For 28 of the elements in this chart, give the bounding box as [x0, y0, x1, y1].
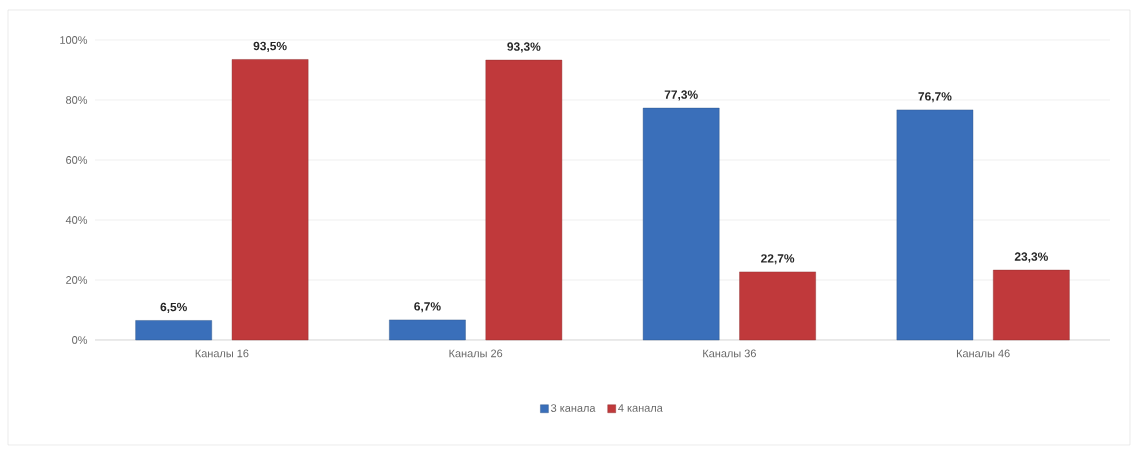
y-tick-label: 0% [72, 336, 88, 344]
y-tick-label: 80% [66, 96, 88, 104]
data-label: 93,5% [253, 41, 287, 52]
y-tick-label: 20% [66, 276, 88, 284]
bar [993, 269, 1070, 341]
y-tick-label: 100% [60, 36, 88, 44]
y-tick-label: 60% [66, 156, 88, 164]
x-tick-label: Каналы 16 [195, 349, 249, 358]
data-label: 93,3% [507, 42, 541, 53]
bar [642, 107, 720, 341]
bar [739, 271, 816, 341]
bar [389, 319, 466, 341]
legend-label: 3 канала [551, 404, 596, 412]
bar [485, 59, 563, 341]
y-tick-label: 40% [65, 216, 88, 224]
bar [896, 109, 974, 341]
bar [135, 320, 212, 341]
data-label: 23,3% [1014, 252, 1048, 263]
data-label: 6,7% [414, 302, 441, 313]
data-label: 6,5% [160, 302, 187, 313]
data-label: 76,7% [918, 92, 952, 103]
x-tick-label: Каналы 46 [956, 349, 1010, 358]
data-label: 22,7% [761, 254, 795, 265]
legend-label: 4 канала [618, 404, 663, 412]
bar [231, 59, 309, 341]
x-tick-label: Каналы 26 [449, 349, 503, 358]
data-label: 77,3% [664, 90, 698, 101]
x-tick-label: Каналы 36 [703, 349, 756, 358]
